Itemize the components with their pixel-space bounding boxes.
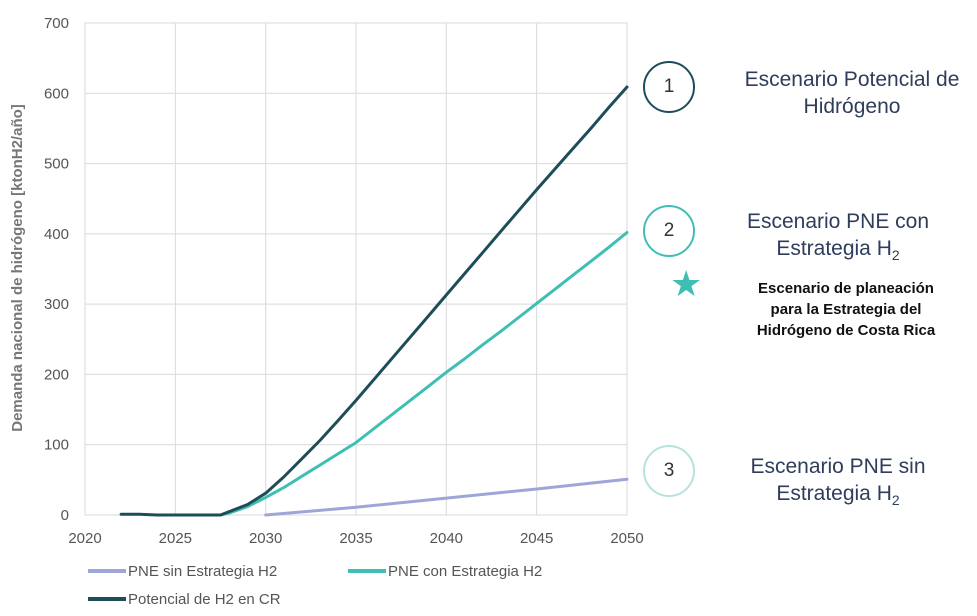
scenario-3-line2: Estrategia H2: [712, 480, 964, 514]
plot-area-border: [84, 22, 628, 516]
scenario-3-line2-sub: 2: [891, 492, 900, 509]
scenario-2-line2-text: Estrategia H: [776, 237, 892, 260]
scenario-2-line2: Estrategia H2: [712, 235, 964, 269]
scenario-2-label: Escenario PNE con Estrategia H2: [712, 208, 964, 269]
scenario-1-line1: Escenario Potencial de: [744, 68, 960, 91]
series-line-3: [119, 85, 629, 517]
scenario-1-circle: 1: [643, 61, 695, 113]
x-tick-label: 2040: [430, 530, 463, 547]
grid-lines: [84, 22, 628, 516]
x-tick-label: 2045: [520, 530, 553, 547]
series-line-2: [219, 231, 629, 517]
planning-note-line1: Escenario de planeación: [758, 280, 934, 297]
scenario-2-line1: Escenario PNE con: [746, 210, 930, 233]
scenario-3-line2-text: Estrategia H: [776, 482, 892, 505]
series-layer: [119, 85, 629, 517]
y-tick-label: 0: [61, 507, 69, 524]
legend: PNE sin Estrategia H2 PNE con Estrategia …: [88, 563, 542, 608]
planning-note-line2: para la Estrategia del: [770, 301, 922, 318]
y-tick-label: 400: [44, 226, 69, 243]
scenario-3-label: Escenario PNE sin Estrategia H2: [712, 453, 964, 514]
scenario-2-line2-sub: 2: [891, 247, 900, 264]
scenario-2-circle: 2: [643, 205, 695, 257]
scenario-3-line1: Escenario PNE sin: [750, 455, 926, 478]
y-tick-label: 200: [44, 366, 69, 383]
y-axis-label: Demanda nacional de hidrógeno [ktonH2/añ…: [9, 104, 26, 432]
planning-note-line3: Hidrógeno de Costa Rica: [756, 322, 936, 339]
scenario-1-line2: Hidrógeno: [803, 95, 901, 118]
scenario-3-circle: 3: [643, 445, 695, 497]
planning-note: Escenario de planeación para la Estrateg…: [722, 278, 970, 341]
legend-label-2: PNE con Estrategia H2: [388, 563, 542, 580]
series-line-1: [264, 477, 629, 517]
axes: 2020 2025 2030 2035 2040 2045 2050 0 100 200 300 40…: [44, 15, 644, 547]
scenario-1-number: 1: [663, 76, 675, 97]
x-tick-label: 2030: [249, 530, 282, 547]
y-tick-label: 600: [44, 85, 69, 102]
y-tick-label: 500: [44, 156, 69, 173]
x-tick-label: 2025: [159, 530, 192, 547]
x-tick-label: 2035: [339, 530, 372, 547]
star-icon: ★: [670, 263, 703, 304]
y-tick-label: 100: [44, 437, 69, 454]
y-tick-label: 700: [44, 15, 69, 32]
scenario-3-number: 3: [663, 460, 675, 481]
scenario-2-number: 2: [663, 220, 675, 241]
y-tick-label: 300: [44, 296, 69, 313]
legend-label-3: Potencial de H2 en CR: [128, 591, 281, 608]
x-tick-label: 2020: [68, 530, 101, 547]
x-tick-label: 2050: [610, 530, 643, 547]
scenario-1-label: Escenario Potencial de Hidrógeno: [712, 66, 977, 120]
legend-label-1: PNE sin Estrategia H2: [128, 563, 277, 580]
